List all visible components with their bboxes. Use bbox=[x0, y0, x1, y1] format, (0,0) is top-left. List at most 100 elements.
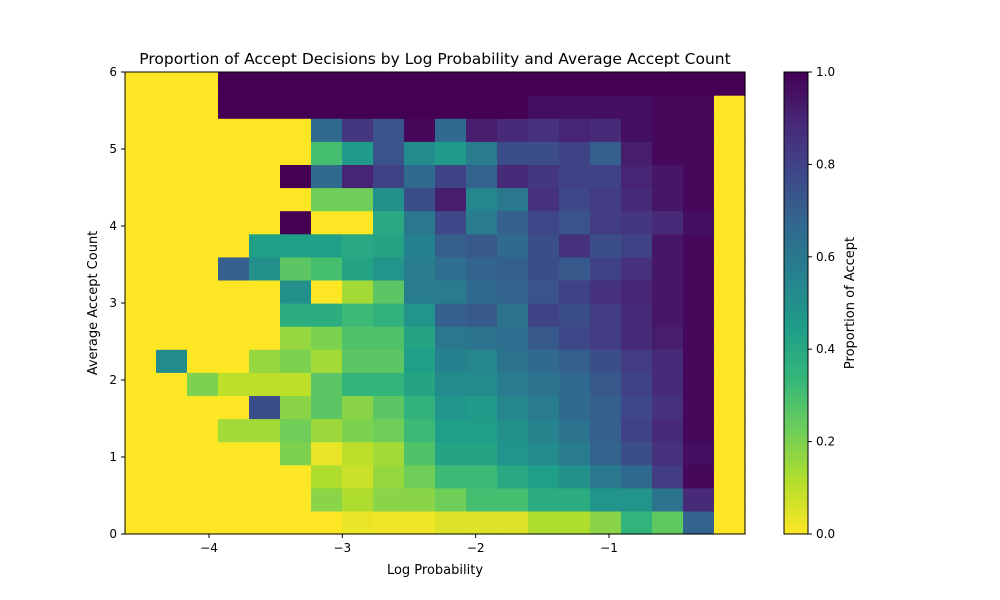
heatmap-cell bbox=[404, 510, 436, 535]
heatmap-cell bbox=[218, 510, 250, 535]
heatmap-cell bbox=[249, 395, 281, 420]
heatmap-cell bbox=[125, 233, 157, 258]
heatmap-cell bbox=[528, 464, 560, 489]
heatmap-cell bbox=[497, 303, 529, 327]
heatmap-cell bbox=[218, 326, 250, 350]
heatmap-cell bbox=[218, 95, 250, 119]
heatmap-cell bbox=[156, 72, 188, 96]
heatmap-cell bbox=[466, 326, 498, 350]
heatmap-cell bbox=[435, 233, 467, 258]
heatmap-cell bbox=[497, 233, 529, 258]
heatmap-cell bbox=[342, 164, 374, 189]
heatmap-cell bbox=[249, 210, 281, 235]
heatmap-cell bbox=[435, 164, 467, 189]
heatmap-cell bbox=[497, 141, 529, 165]
heatmap-cell bbox=[621, 372, 653, 396]
heatmap-cell bbox=[311, 487, 343, 512]
heatmap-cell bbox=[466, 349, 498, 373]
heatmap-cell bbox=[528, 441, 560, 466]
heatmap-cell bbox=[280, 395, 312, 420]
heatmap-cell bbox=[435, 118, 467, 142]
heatmap-cell bbox=[187, 510, 219, 535]
heatmap-cell bbox=[466, 487, 498, 512]
heatmap-cell bbox=[187, 256, 219, 281]
heatmap-cell bbox=[683, 233, 715, 258]
heatmap-cell bbox=[497, 349, 529, 373]
heatmap-cell bbox=[404, 303, 436, 327]
heatmap-cell bbox=[342, 141, 374, 165]
heatmap-cell bbox=[373, 418, 405, 443]
heatmap-cell bbox=[156, 141, 188, 165]
heatmap-cell bbox=[528, 118, 560, 142]
heatmap-cell bbox=[218, 72, 250, 96]
heatmap-cell bbox=[187, 326, 219, 350]
heatmap-cell bbox=[714, 395, 746, 420]
heatmap-cell bbox=[621, 395, 653, 420]
heatmap-cell bbox=[683, 395, 715, 420]
heatmap-cell bbox=[590, 441, 622, 466]
heatmap-cell bbox=[342, 418, 374, 443]
heatmap-cell bbox=[342, 279, 374, 304]
heatmap-cell bbox=[621, 118, 653, 142]
heatmap-cell bbox=[404, 118, 436, 142]
heatmap-cell bbox=[218, 210, 250, 235]
heatmap-cell bbox=[714, 303, 746, 327]
heatmap-cell bbox=[559, 510, 591, 535]
heatmap-cell bbox=[249, 464, 281, 489]
heatmap-cell bbox=[590, 303, 622, 327]
heatmap-cell bbox=[652, 418, 684, 443]
heatmap-cell bbox=[404, 326, 436, 350]
heatmap-cell bbox=[342, 441, 374, 466]
heatmap-cell bbox=[125, 349, 157, 373]
x-tick-label: −2 bbox=[467, 541, 485, 555]
heatmap-cell bbox=[435, 487, 467, 512]
heatmap-cell bbox=[249, 164, 281, 189]
heatmap-cell bbox=[714, 372, 746, 396]
heatmap-cell bbox=[280, 95, 312, 119]
heatmap-cell bbox=[652, 118, 684, 142]
heatmap-cell bbox=[652, 256, 684, 281]
colorbar-tick-label: 0.6 bbox=[816, 250, 835, 264]
y-tick-label: 6 bbox=[109, 65, 117, 79]
heatmap-cell bbox=[218, 464, 250, 489]
heatmap-cell bbox=[683, 441, 715, 466]
heatmap-cell bbox=[528, 72, 560, 96]
heatmap-cell bbox=[373, 372, 405, 396]
heatmap-cell bbox=[249, 349, 281, 373]
heatmap-cell bbox=[435, 464, 467, 489]
heatmap-cell bbox=[435, 326, 467, 350]
heatmap-cell bbox=[156, 164, 188, 189]
heatmap-cell bbox=[373, 72, 405, 96]
heatmap-cell bbox=[249, 326, 281, 350]
heatmap-cell bbox=[621, 210, 653, 235]
heatmap-cell bbox=[714, 464, 746, 489]
heatmap-cell bbox=[559, 418, 591, 443]
heatmap-cell bbox=[249, 510, 281, 535]
heatmap-cell bbox=[559, 395, 591, 420]
heatmap-cell bbox=[435, 95, 467, 119]
heatmap-cell bbox=[683, 210, 715, 235]
heatmap-cell bbox=[342, 303, 374, 327]
heatmap-cell bbox=[528, 279, 560, 304]
x-tick-label: −4 bbox=[200, 541, 218, 555]
heatmap-cell bbox=[652, 372, 684, 396]
heatmap-cell bbox=[342, 372, 374, 396]
heatmap-cell bbox=[683, 372, 715, 396]
heatmap-cell bbox=[621, 510, 653, 535]
x-axis-label: Log Probability bbox=[387, 563, 483, 578]
heatmap-cell bbox=[590, 418, 622, 443]
heatmap-cell bbox=[497, 95, 529, 119]
heatmap-cell bbox=[342, 464, 374, 489]
heatmap-cell bbox=[590, 372, 622, 396]
heatmap-cell bbox=[559, 279, 591, 304]
heatmap-cell bbox=[280, 233, 312, 258]
heatmap-cell bbox=[373, 464, 405, 489]
heatmap-cell bbox=[280, 210, 312, 235]
heatmap-cell bbox=[249, 118, 281, 142]
heatmap-cell bbox=[218, 256, 250, 281]
heatmap-cell bbox=[280, 487, 312, 512]
heatmap-cell bbox=[373, 210, 405, 235]
heatmap-cell bbox=[435, 441, 467, 466]
heatmap-cell bbox=[156, 187, 188, 212]
heatmap-cell bbox=[590, 118, 622, 142]
